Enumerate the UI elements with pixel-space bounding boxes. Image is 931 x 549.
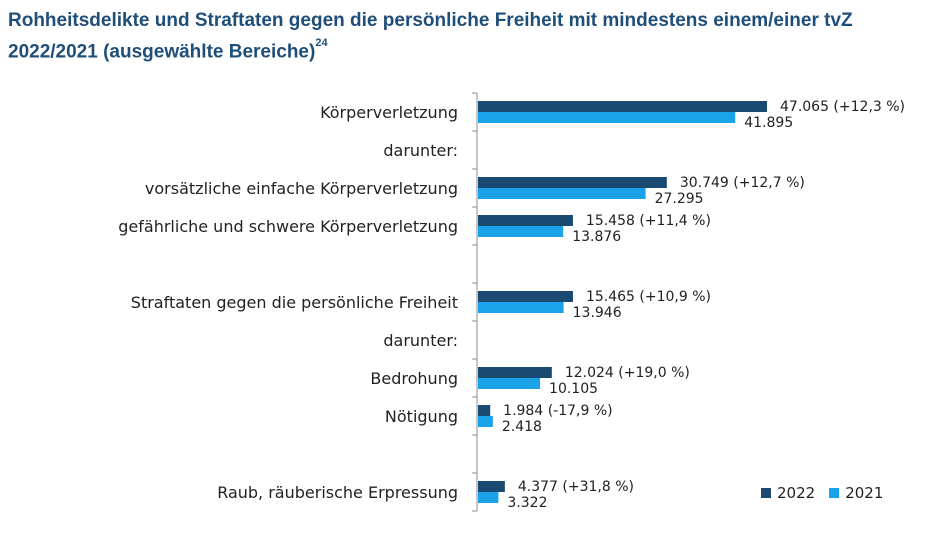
category-label: Straftaten gegen die persönliche Freihei… (131, 293, 458, 312)
bar-2022 (478, 291, 573, 302)
data-label-2021: 41.895 (744, 115, 793, 131)
chart-title: Rohheitsdelikte und Straftaten gegen die… (8, 8, 908, 65)
bar-2021 (478, 188, 646, 199)
legend-item-2022: 2022 (761, 484, 815, 502)
category-label: Bedrohung (370, 369, 458, 388)
data-label-2021: 13.946 (573, 305, 622, 321)
bar-2022 (478, 481, 505, 492)
category-label: darunter: (383, 331, 458, 350)
data-label-2022: 15.465 (+10,9 %) (586, 289, 711, 305)
legend-swatch-2021 (829, 488, 840, 498)
bar-2022 (478, 177, 667, 188)
legend: 2022 2021 (761, 484, 883, 502)
category-label: darunter: (383, 141, 458, 160)
category-label: Körperverletzung (320, 103, 458, 122)
category-label: Raub, räuberische Erpressung (217, 483, 458, 502)
data-label-2022: 12.024 (+19,0 %) (565, 365, 690, 381)
data-label-2021: 27.295 (655, 191, 704, 207)
bar-2022 (478, 101, 767, 112)
chart-title-text: Rohheitsdelikte und Straftaten gegen die… (8, 10, 853, 63)
data-label-2022: 47.065 (+12,3 %) (780, 99, 905, 115)
data-label-2022: 15.458 (+11,4 %) (586, 213, 711, 229)
bar-2021 (478, 416, 493, 427)
category-label: vorsätzliche einfache Körperverletzung (145, 179, 458, 198)
bar-2021 (478, 302, 564, 313)
legend-label-2022: 2022 (777, 484, 816, 502)
bar-2021 (478, 378, 541, 389)
data-label-2021: 3.322 (507, 495, 547, 511)
bar-2022 (478, 367, 552, 378)
footnote-marker: 24 (315, 37, 328, 49)
legend-swatch-2022 (761, 488, 771, 498)
legend-label-2021: 2021 (845, 484, 884, 502)
data-label-2021: 10.105 (549, 381, 598, 397)
data-label-2022: 1.984 (-17,9 %) (503, 403, 612, 419)
bar-2021 (478, 226, 564, 237)
data-label-2021: 13.876 (572, 229, 621, 245)
bar-2021 (478, 112, 736, 123)
bar-2022 (478, 405, 491, 416)
legend-item-2021: 2021 (829, 484, 883, 502)
data-label-2021: 2.418 (502, 419, 542, 435)
bar-2022 (478, 215, 573, 226)
data-label-2022: 4.377 (+31,8 %) (518, 479, 634, 495)
data-label-2022: 30.749 (+12,7 %) (680, 175, 805, 191)
category-label: Nötigung (385, 407, 458, 426)
bar-2021 (478, 492, 499, 503)
category-label: gefährliche und schwere Körperverletzung (118, 217, 458, 236)
